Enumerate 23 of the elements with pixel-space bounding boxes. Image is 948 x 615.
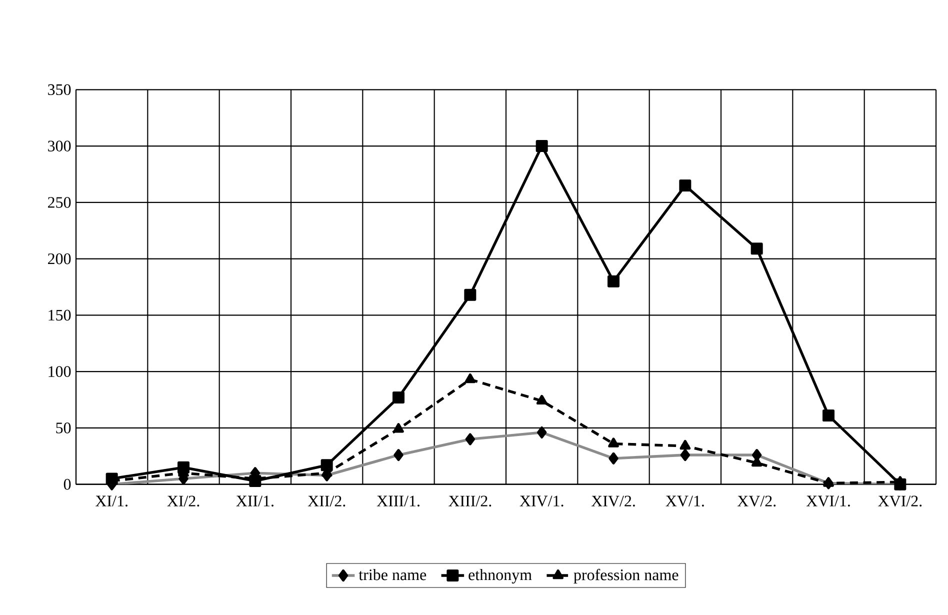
y-tick-label: 200 [48,253,71,264]
x-tick-label: XV/2. [737,496,776,507]
x-tick-label: XI/2. [167,496,200,507]
y-tick-label: 0 [64,478,71,490]
x-tick-label: XIII/1. [376,496,420,507]
y-tick-label: 350 [48,84,71,96]
x-tick-label: XII/2. [308,496,346,507]
y-tick-label: 150 [48,310,71,321]
x-tick-label: XVI/2. [878,496,922,507]
x-tick-label: XIV/1. [520,496,564,507]
y-tick-label: 100 [48,366,71,377]
legend-label: ethnonym [468,568,532,584]
x-tick-label: XIII/2. [448,496,492,507]
x-tick-label: XII/1. [236,496,274,507]
y-tick-label: 50 [56,422,71,434]
legend-label: profession name [574,568,678,584]
y-tick-label: 250 [48,197,71,208]
x-tick-label: XVI/1. [806,496,850,507]
x-tick-label: XV/1. [666,496,704,507]
legend-label: tribe name [358,568,426,580]
x-tick-label: XIV/2. [591,496,635,507]
x-tick-label: XI/1. [96,496,128,507]
y-tick-label: 300 [48,140,71,152]
